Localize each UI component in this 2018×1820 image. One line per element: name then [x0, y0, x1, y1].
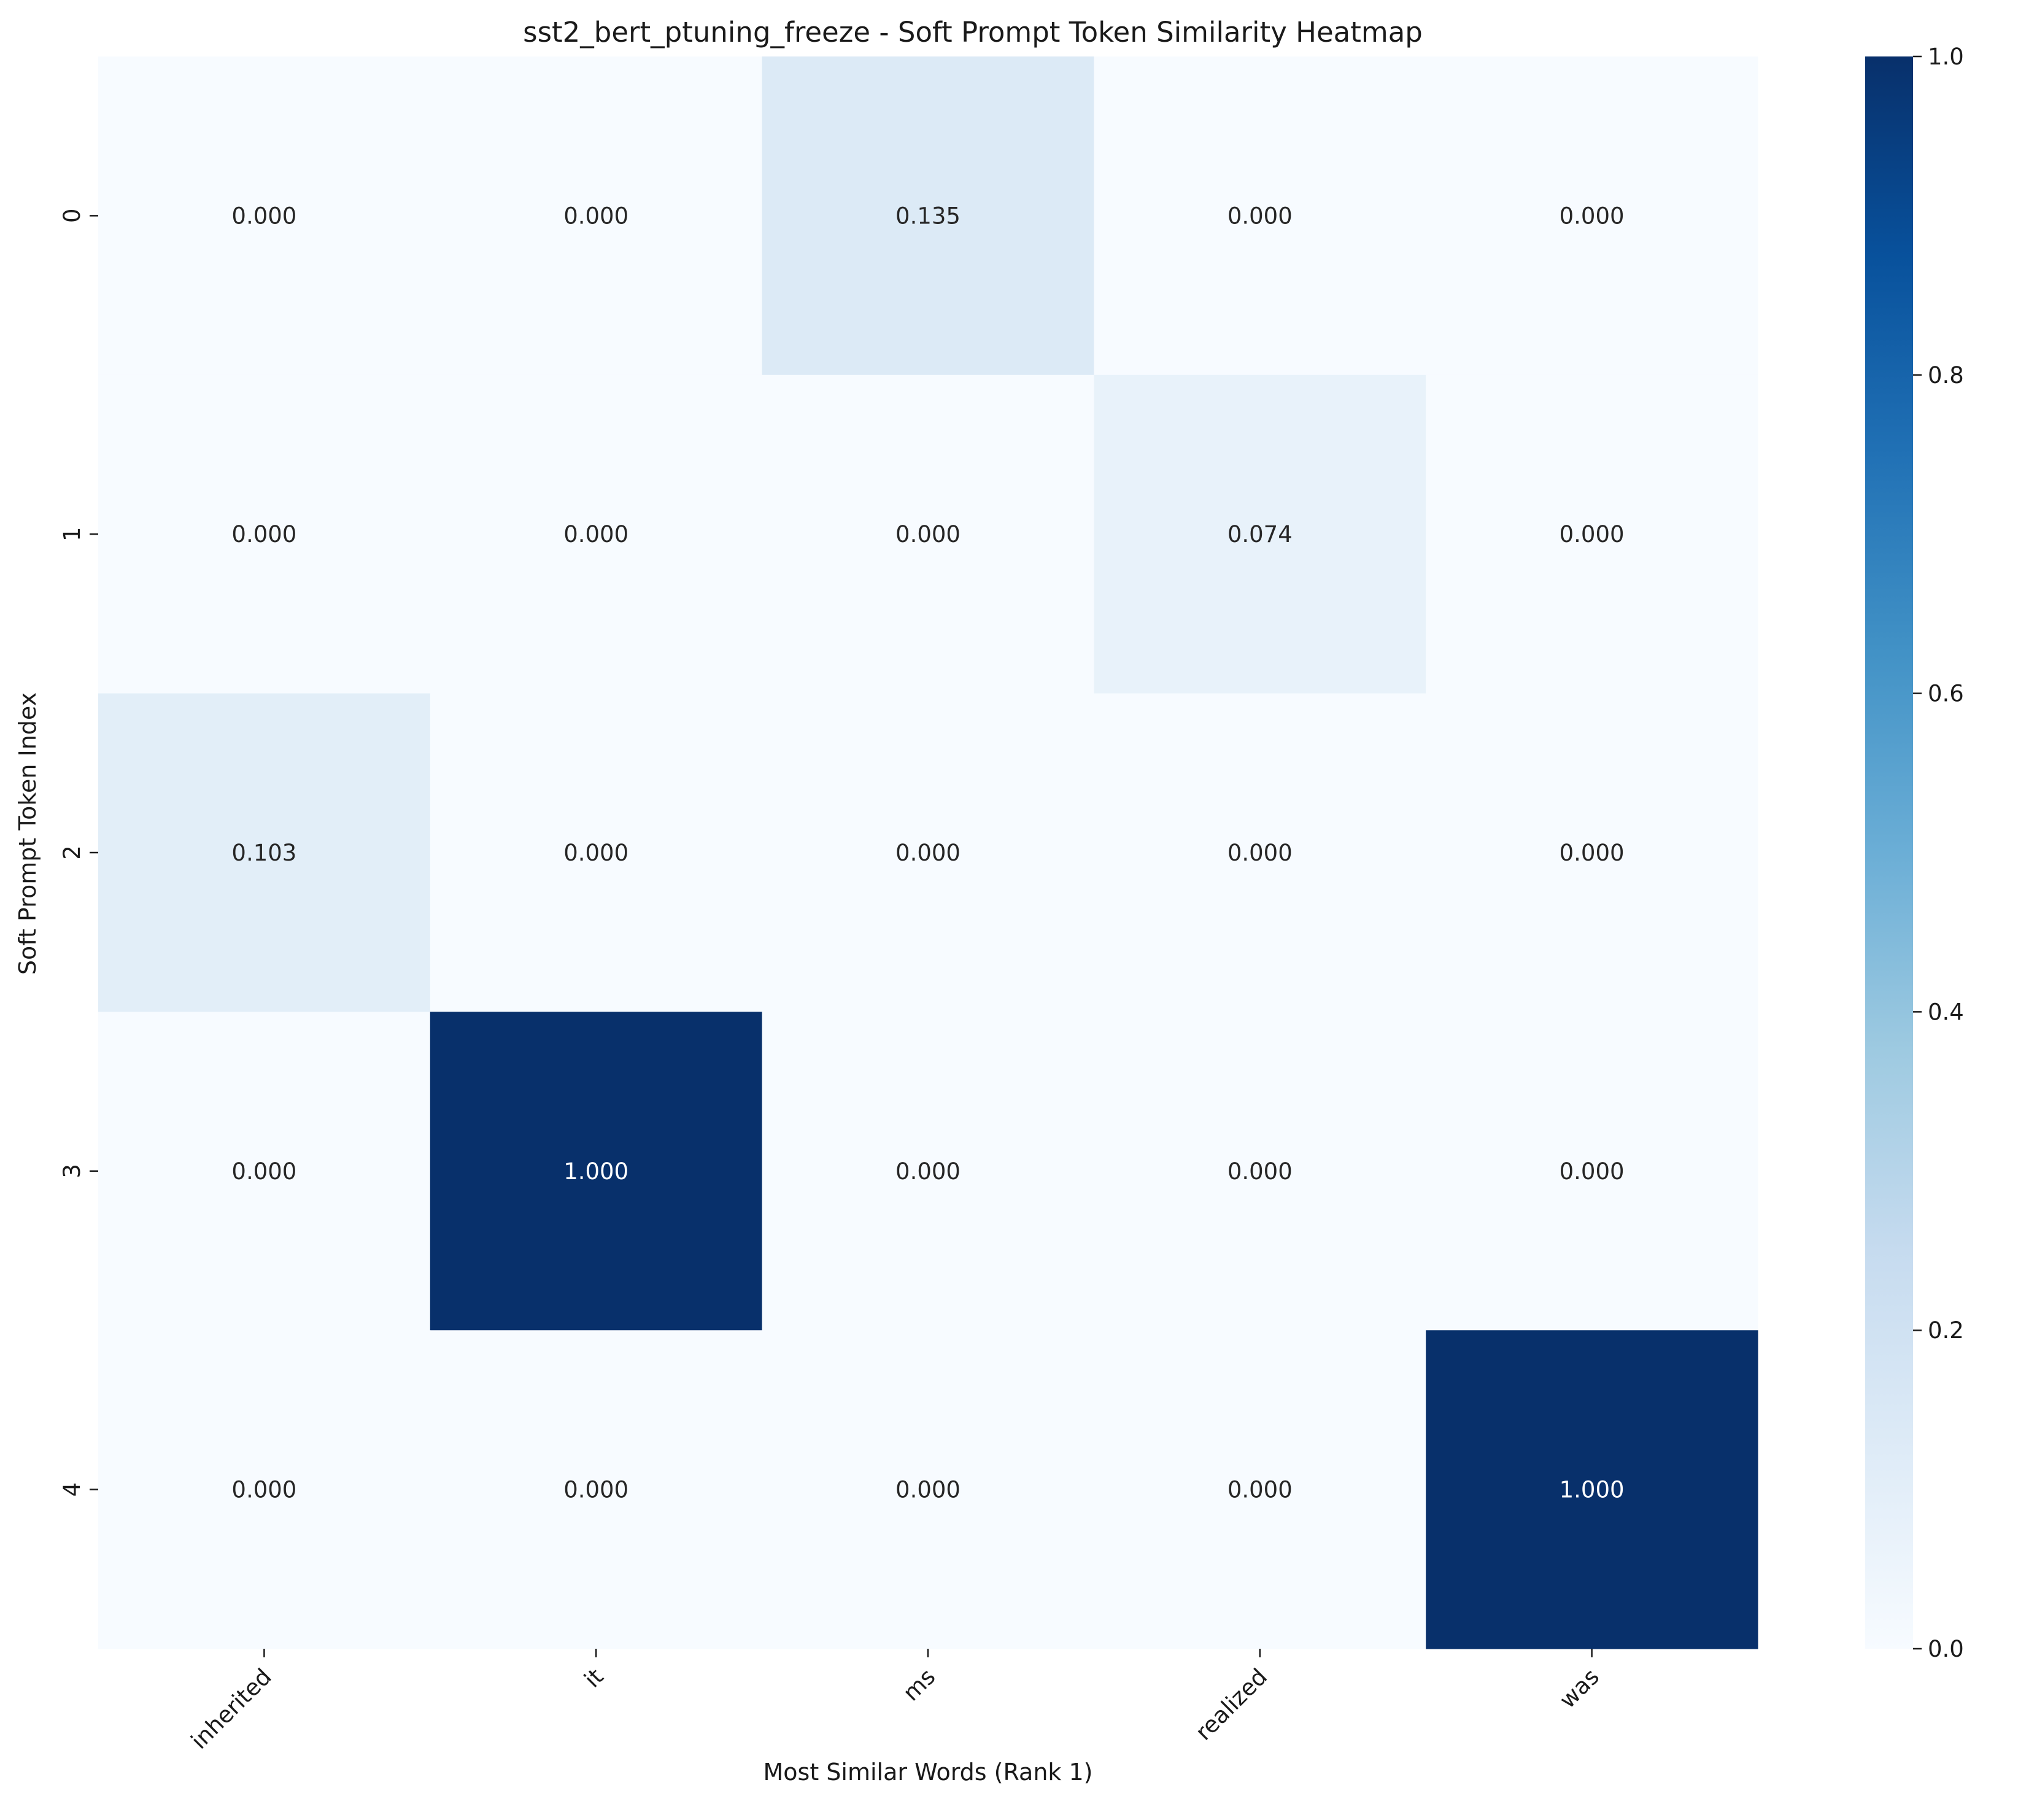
cell-value-label: 0.000 — [1227, 1477, 1293, 1503]
x-tick-label: it — [579, 1663, 609, 1693]
heatmap-cell — [430, 1012, 763, 1331]
heatmap-cell — [430, 56, 763, 376]
heatmap-cells — [98, 56, 1758, 1649]
colorbar-axis: 0.0 0.2 0.4 0.6 0.8 1.0 — [1913, 44, 1964, 1662]
heatmap-cell — [98, 1330, 431, 1649]
cell-value-label: 1.000 — [1560, 1477, 1625, 1503]
heatmap-cell — [1426, 693, 1758, 1012]
cell-value-label: 0.000 — [1227, 840, 1293, 866]
x-tick-label: inherited — [186, 1663, 277, 1754]
cell-value-label: 0.000 — [1227, 1158, 1293, 1185]
x-axis: inherited it ms realized was — [186, 1649, 1604, 1754]
heatmap-cell — [1094, 1012, 1426, 1331]
colorbar-tick-label: 0.2 — [1928, 1317, 1964, 1344]
cell-value-label: 0.000 — [895, 1158, 961, 1185]
heatmap-cell — [762, 56, 1094, 376]
colorbar-tick-label: 0.0 — [1928, 1636, 1964, 1662]
cell-value-labels: 0.000 0.000 0.135 0.000 0.000 0.000 0.000 0.000… — [231, 203, 1624, 1503]
heatmap-cell — [1426, 56, 1758, 376]
cell-value-label: 0.103 — [231, 840, 296, 866]
y-tick-label: 3 — [59, 1164, 85, 1179]
y-axis-label: Soft Prompt Token Index — [14, 692, 41, 975]
cell-value-label: 0.074 — [1227, 521, 1293, 548]
x-tick-label: was — [1554, 1663, 1604, 1713]
colorbar — [1865, 56, 1913, 1649]
cell-value-label: 0.000 — [895, 521, 961, 548]
heatmap-cell — [1426, 374, 1758, 694]
chart-title: sst2_bert_ptuning_freeze - Soft Prompt T… — [523, 16, 1423, 48]
colorbar-tick-label: 0.8 — [1928, 362, 1964, 389]
heatmap-cell — [1426, 1330, 1758, 1649]
cell-value-label: 0.000 — [231, 521, 296, 548]
heatmap-cell — [1094, 1330, 1426, 1649]
x-axis-label: Most Similar Words (Rank 1) — [763, 1759, 1092, 1786]
cell-value-label: 0.000 — [563, 203, 628, 229]
cell-value-label: 0.000 — [1560, 203, 1625, 229]
y-tick-label: 0 — [59, 209, 85, 223]
colorbar-tick-label: 0.4 — [1928, 999, 1964, 1025]
heatmap-cell — [762, 1012, 1094, 1331]
colorbar-tick-label: 1.0 — [1928, 44, 1964, 70]
cell-value-label: 0.000 — [1560, 840, 1625, 866]
cell-value-label: 0.000 — [1560, 1158, 1625, 1185]
cell-value-label: 0.000 — [1560, 521, 1625, 548]
cell-value-label: 1.000 — [563, 1158, 628, 1185]
heatmap-cell — [98, 374, 431, 694]
heatmap-cell — [762, 693, 1094, 1012]
y-tick-label: 2 — [59, 845, 85, 860]
y-axis: 0 1 2 3 4 — [59, 209, 98, 1497]
heatmap-cell — [98, 1012, 431, 1331]
cell-value-label: 0.000 — [563, 1477, 628, 1503]
heatmap-cell — [762, 1330, 1094, 1649]
cell-value-label: 0.000 — [895, 1477, 961, 1503]
y-tick-label: 1 — [59, 527, 85, 541]
heatmap-cell — [1094, 374, 1426, 694]
heatmap-cell — [430, 374, 763, 694]
cell-value-label: 0.000 — [231, 203, 296, 229]
heatmap-cell — [1094, 693, 1426, 1012]
cell-value-label: 0.000 — [563, 521, 628, 548]
colorbar-tick-label: 0.6 — [1928, 681, 1964, 707]
heatmap-cell — [1426, 1012, 1758, 1331]
cell-value-label: 0.000 — [1227, 203, 1293, 229]
heatmap-cell — [98, 693, 431, 1012]
heatmap-cell — [430, 1330, 763, 1649]
cell-value-label: 0.000 — [231, 1477, 296, 1503]
x-tick-label: ms — [898, 1663, 941, 1706]
x-tick-label: realized — [1190, 1663, 1272, 1746]
heatmap-cell — [98, 56, 431, 376]
cell-value-label: 0.000 — [895, 840, 961, 866]
cell-value-label: 0.000 — [563, 840, 628, 866]
cell-value-label: 0.135 — [895, 203, 961, 229]
heatmap-cell — [430, 693, 763, 1012]
heatmap-cell — [762, 374, 1094, 694]
heatmap-cell — [1094, 56, 1426, 376]
cell-value-label: 0.000 — [231, 1158, 296, 1185]
y-tick-label: 4 — [59, 1482, 85, 1497]
